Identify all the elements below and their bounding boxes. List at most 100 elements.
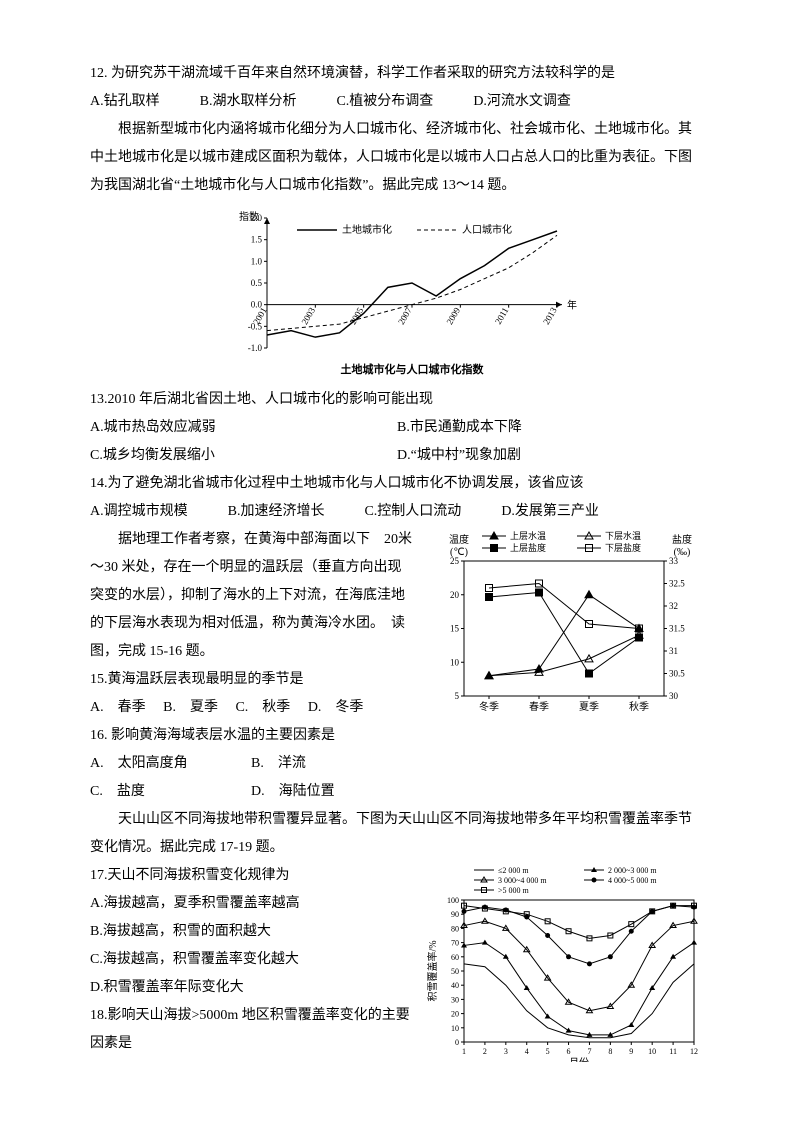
chart2-svg: 510152025温度(℃)3030.53131.53232.533盐度(‰)冬… [424,526,704,716]
q13-opt-c: C.城乡均衡发展缩小 [90,442,397,470]
svg-text:40: 40 [451,981,459,990]
svg-text:2 000~3 000 m: 2 000~3 000 m [608,866,657,875]
q17-opt-a: A.海拔越高，夏季积雪覆盖率越高 [90,890,412,918]
svg-text:30: 30 [669,691,679,701]
svg-text:100: 100 [447,896,459,905]
svg-text:月份: 月份 [569,1057,589,1062]
svg-text:年份: 年份 [567,299,577,312]
q15-text: 15.黄海温跃层表现最明显的季节是 [90,666,412,694]
q16-options: A. 太阳高度角 B. 洋流 C. 盐度 D. 海陆位置 [90,750,412,806]
svg-text:下层盐度: 下层盐度 [605,542,641,553]
svg-text:20: 20 [450,590,460,600]
q14-text: 14.为了避免湖北省城市化过程中土地城市化与人口城市化不协调发展，该省应该 [90,470,704,498]
svg-text:0: 0 [455,1038,459,1047]
svg-text:30.5: 30.5 [669,669,685,679]
svg-text:10: 10 [451,1024,459,1033]
svg-text:温度: 温度 [449,533,469,546]
svg-text:6: 6 [567,1047,571,1056]
svg-text:2009: 2009 [444,305,462,326]
svg-text:90: 90 [451,910,459,919]
q13-opt-a: A.城市热岛效应减弱 [90,414,397,442]
svg-text:32: 32 [669,601,678,611]
q15-opt-a: A. 春季 [90,700,146,715]
q13-text: 13.2010 年后湖北省因土地、人口城市化的影响可能出现 [90,386,704,414]
q14-opt-d: D.发展第三产业 [501,498,599,526]
svg-text:3: 3 [504,1047,508,1056]
q16-opt-b: B. 洋流 [251,750,412,778]
q14-opt-c: C.控制人口流动 [364,498,461,526]
svg-text:≤2 000 m: ≤2 000 m [498,866,529,875]
q16-text: 16. 影响黄海海域表层水温的主要因素是 [90,722,412,750]
svg-text:4: 4 [525,1047,529,1056]
q16-opt-c: C. 盐度 [90,778,251,806]
svg-text:2003: 2003 [299,305,317,326]
svg-text:(‰): (‰) [674,547,691,558]
q13-opt-b: B.市民通勤成本下降 [397,414,704,442]
q12-opt-b: B.湖水取样分析 [200,88,297,116]
svg-text:土地城市化: 土地城市化 [342,223,392,236]
svg-text:(℃): (℃) [450,547,468,558]
q17-opt-c: C.海拔越高，积雪覆盖率变化越大 [90,946,412,974]
svg-text:盐度: 盐度 [672,533,692,546]
chart1-svg: 指数-1.0-0.50.00.51.01.52.0200120032005200… [217,208,577,378]
q17-opt-d: D.积雪覆盖率年际变化大 [90,974,412,1002]
svg-text:5: 5 [546,1047,550,1056]
svg-text:2013: 2013 [541,305,559,326]
chart3-svg: 0102030405060708090100积雪覆盖率/%12345678910… [424,862,704,1062]
q12-opt-d: D.河流水文调查 [473,88,571,116]
svg-text:30: 30 [451,995,459,1004]
q14-opt-a: A.调控城市规模 [90,498,188,526]
svg-text:20: 20 [451,1010,459,1019]
chart-urbanization: 指数-1.0-0.50.00.51.01.52.0200120032005200… [90,208,704,378]
q14-opt-b: B.加速经济增长 [228,498,325,526]
q18-text: 18.影响天山海拔>5000m 地区积雪覆盖率变化的主要因素是 [90,1002,412,1058]
svg-text:2.0: 2.0 [251,213,263,223]
svg-text:3 000~4 000 m: 3 000~4 000 m [498,876,547,885]
svg-text:冬季: 冬季 [479,700,499,713]
q14-options: A.调控城市规模 B.加速经济增长 C.控制人口流动 D.发展第三产业 [90,498,704,526]
svg-text:2: 2 [483,1047,487,1056]
svg-text:50: 50 [451,967,459,976]
svg-text:10: 10 [450,657,460,667]
q15-opt-c: C. 秋季 [235,700,290,715]
svg-text:8: 8 [608,1047,612,1056]
svg-text:下层水温: 下层水温 [605,530,641,541]
svg-text:1.5: 1.5 [251,235,263,245]
svg-text:5: 5 [455,691,460,701]
svg-text:10: 10 [648,1047,656,1056]
svg-text:60: 60 [451,953,459,962]
svg-text:-1.0: -1.0 [248,343,263,353]
q15-opt-b: B. 夏季 [163,700,218,715]
svg-text:9: 9 [629,1047,633,1056]
svg-text:12: 12 [690,1047,698,1056]
svg-text:上层盐度: 上层盐度 [510,542,546,553]
svg-text:春季: 春季 [529,701,549,713]
svg-text:1.0: 1.0 [251,256,263,266]
q17-opt-b: B.海拔越高，积雪的面积越大 [90,918,412,946]
q12-opt-c: C.植被分布调查 [336,88,433,116]
svg-text:31: 31 [669,646,678,656]
q13-options: A.城市热岛效应减弱 B.市民通勤成本下降 C.城乡均衡发展缩小 D.“城中村”… [90,414,704,470]
q16-opt-d: D. 海陆位置 [251,778,412,806]
svg-text:秋季: 秋季 [629,700,649,713]
svg-text:32.5: 32.5 [669,579,685,589]
svg-text:15: 15 [450,624,460,634]
svg-text:0.5: 0.5 [251,278,263,288]
svg-text:夏季: 夏季 [579,701,599,713]
q12-options: A.钻孔取样 B.湖水取样分析 C.植被分布调查 D.河流水文调查 [90,88,704,116]
svg-text:>5 000 m: >5 000 m [498,886,530,895]
svg-text:31.5: 31.5 [669,624,685,634]
svg-text:1: 1 [462,1047,466,1056]
q17-text: 17.天山不同海拔积雪变化规律为 [90,862,412,890]
svg-text:7: 7 [587,1047,591,1056]
q13-opt-d: D.“城中村”现象加剧 [397,442,704,470]
svg-text:70: 70 [451,939,459,948]
svg-text:2011: 2011 [493,306,510,326]
q15-options: A. 春季 B. 夏季 C. 秋季 D. 冬季 [90,694,412,722]
q15-opt-d: D. 冬季 [308,700,364,715]
section-15-16: 据地理工作者考察，在黄海中部海面以下 20米～30 米处，存在一个明显的温跃层（… [90,526,704,806]
svg-text:上层水温: 上层水温 [510,530,546,541]
section-17-18: 17.天山不同海拔积雪变化规律为 A.海拔越高，夏季积雪覆盖率越高 B.海拔越高… [90,862,704,1073]
q12-opt-a: A.钻孔取样 [90,88,160,116]
svg-text:人口城市化: 人口城市化 [462,223,512,236]
